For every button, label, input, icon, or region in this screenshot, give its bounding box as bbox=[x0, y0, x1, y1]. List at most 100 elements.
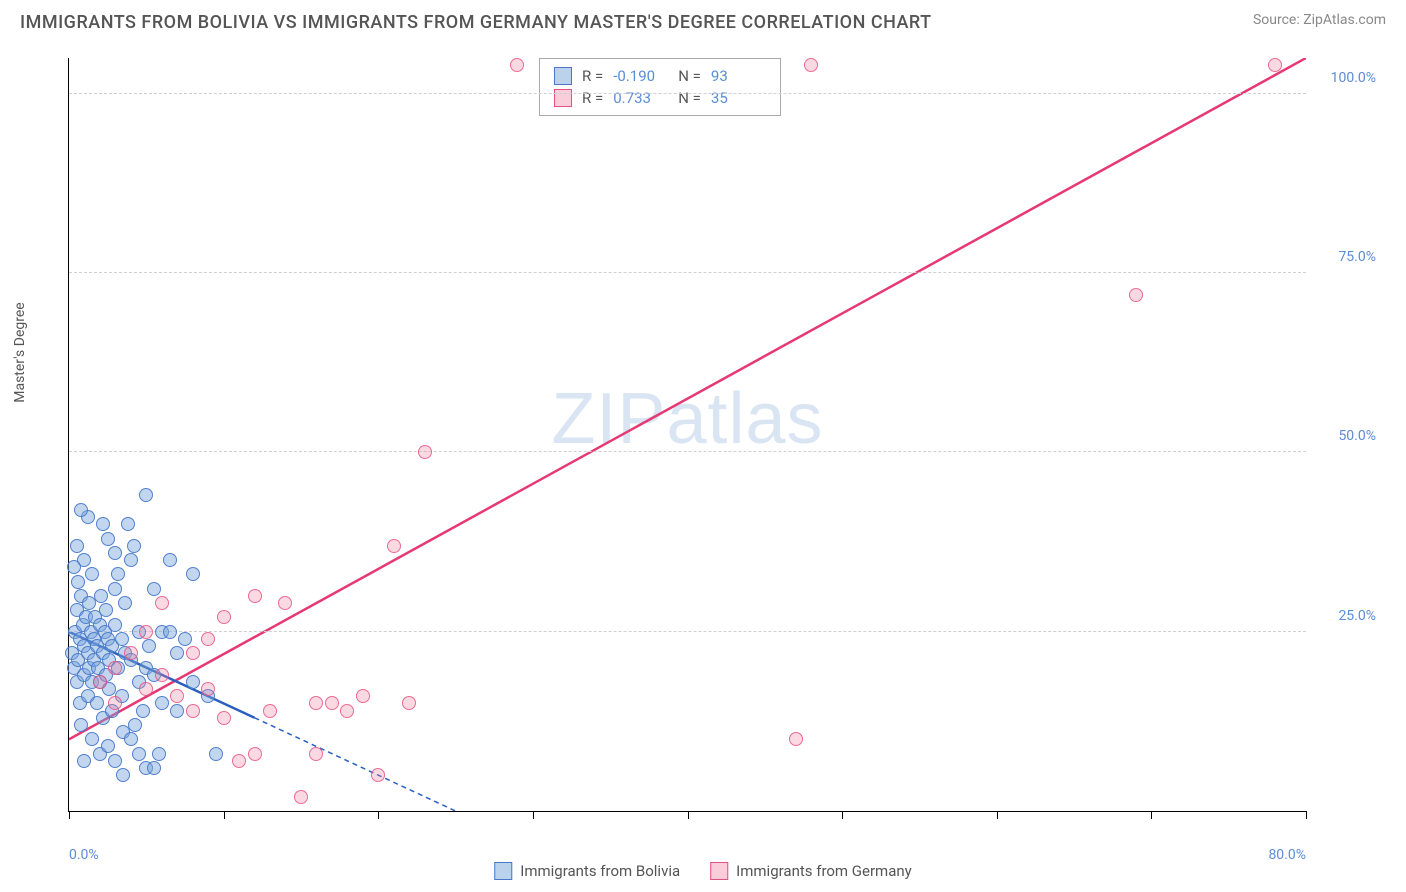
y-tick-label: 25.0% bbox=[1338, 608, 1376, 624]
data-point-blue bbox=[99, 603, 113, 617]
data-point-blue bbox=[74, 503, 88, 517]
r-label: R = bbox=[582, 89, 603, 107]
y-tick-label: 75.0% bbox=[1338, 249, 1376, 265]
data-point-blue bbox=[101, 739, 115, 753]
data-point-pink bbox=[387, 539, 401, 553]
data-point-pink bbox=[124, 646, 138, 660]
data-point-pink bbox=[139, 682, 153, 696]
data-point-pink bbox=[186, 704, 200, 718]
grid-line bbox=[69, 93, 1306, 94]
chart-title: IMMIGRANTS FROM BOLIVIA VS IMMIGRANTS FR… bbox=[20, 12, 932, 33]
data-point-blue bbox=[136, 704, 150, 718]
data-point-pink bbox=[1129, 288, 1143, 302]
grid-line bbox=[69, 272, 1306, 273]
data-point-blue bbox=[94, 589, 108, 603]
stats-row-pink: R = 0.733 N = 35 bbox=[554, 87, 766, 109]
x-tick-label: 0.0% bbox=[69, 847, 99, 863]
data-point-blue bbox=[124, 553, 138, 567]
data-point-blue bbox=[152, 747, 166, 761]
data-point-pink bbox=[278, 596, 292, 610]
n-label: N = bbox=[678, 67, 701, 85]
chart-container: Master's Degree ZIPatlas R = -0.190 N = … bbox=[48, 48, 1386, 842]
data-point-blue bbox=[128, 718, 142, 732]
grid-line bbox=[69, 631, 1306, 632]
correlation-stats-box: R = -0.190 N = 93 R = 0.733 N = 35 bbox=[539, 58, 781, 116]
data-point-pink bbox=[155, 596, 169, 610]
data-point-pink bbox=[340, 704, 354, 718]
swatch-blue-icon bbox=[554, 67, 572, 85]
data-point-blue bbox=[170, 646, 184, 660]
data-point-pink bbox=[325, 696, 339, 710]
x-tick bbox=[378, 811, 379, 819]
data-point-blue bbox=[147, 582, 161, 596]
data-point-pink bbox=[108, 661, 122, 675]
data-point-blue bbox=[70, 539, 84, 553]
data-point-blue bbox=[85, 732, 99, 746]
data-point-blue bbox=[121, 517, 135, 531]
data-point-blue bbox=[90, 696, 104, 710]
data-point-pink bbox=[186, 646, 200, 660]
legend-item-blue: Immigrants from Bolivia bbox=[494, 862, 680, 880]
r-value-blue: -0.190 bbox=[613, 67, 668, 85]
swatch-pink-icon bbox=[710, 862, 728, 880]
data-point-pink bbox=[139, 625, 153, 639]
data-point-blue bbox=[115, 632, 129, 646]
data-point-blue bbox=[186, 675, 200, 689]
y-tick-label: 50.0% bbox=[1338, 428, 1376, 444]
data-point-pink bbox=[248, 589, 262, 603]
x-tick bbox=[1306, 811, 1307, 819]
data-point-blue bbox=[178, 632, 192, 646]
plot-area: ZIPatlas R = -0.190 N = 93 R = 0.733 N =… bbox=[68, 58, 1306, 812]
data-point-blue bbox=[111, 567, 125, 581]
data-point-blue bbox=[163, 553, 177, 567]
legend-label-blue: Immigrants from Bolivia bbox=[520, 862, 680, 880]
data-point-pink bbox=[309, 696, 323, 710]
x-tick bbox=[842, 811, 843, 819]
stats-row-blue: R = -0.190 N = 93 bbox=[554, 65, 766, 87]
data-point-blue bbox=[67, 560, 81, 574]
data-point-blue bbox=[124, 732, 138, 746]
data-point-blue bbox=[74, 718, 88, 732]
data-point-blue bbox=[163, 625, 177, 639]
data-point-blue bbox=[142, 639, 156, 653]
legend-label-pink: Immigrants from Germany bbox=[736, 862, 912, 880]
data-point-pink bbox=[309, 747, 323, 761]
data-point-blue bbox=[101, 532, 115, 546]
data-point-pink bbox=[232, 754, 246, 768]
x-tick bbox=[69, 811, 70, 819]
source-attribution: Source: ZipAtlas.com bbox=[1253, 12, 1386, 28]
data-point-blue bbox=[108, 618, 122, 632]
data-point-pink bbox=[93, 675, 107, 689]
data-point-blue bbox=[132, 747, 146, 761]
data-point-blue bbox=[118, 596, 132, 610]
data-point-pink bbox=[418, 445, 432, 459]
y-axis-label: Master's Degree bbox=[12, 302, 28, 402]
x-tick bbox=[997, 811, 998, 819]
data-point-pink bbox=[402, 696, 416, 710]
data-point-pink bbox=[263, 704, 277, 718]
data-point-blue bbox=[108, 582, 122, 596]
data-point-pink bbox=[217, 711, 231, 725]
n-label: N = bbox=[678, 89, 701, 107]
data-point-pink bbox=[371, 768, 385, 782]
data-point-pink bbox=[789, 732, 803, 746]
swatch-blue-icon bbox=[494, 862, 512, 880]
data-point-blue bbox=[108, 754, 122, 768]
watermark: ZIPatlas bbox=[551, 378, 823, 460]
data-point-pink bbox=[108, 696, 122, 710]
r-label: R = bbox=[582, 67, 603, 85]
grid-line bbox=[69, 451, 1306, 452]
data-point-blue bbox=[96, 517, 110, 531]
data-point-blue bbox=[85, 567, 99, 581]
data-point-pink bbox=[217, 610, 231, 624]
r-value-pink: 0.733 bbox=[613, 89, 668, 107]
data-point-pink bbox=[155, 668, 169, 682]
n-value-pink: 35 bbox=[711, 89, 766, 107]
data-point-blue bbox=[186, 567, 200, 581]
n-value-blue: 93 bbox=[711, 67, 766, 85]
x-tick bbox=[1151, 811, 1152, 819]
data-point-blue bbox=[155, 696, 169, 710]
x-tick bbox=[224, 811, 225, 819]
x-tick bbox=[688, 811, 689, 819]
data-point-pink bbox=[294, 790, 308, 804]
